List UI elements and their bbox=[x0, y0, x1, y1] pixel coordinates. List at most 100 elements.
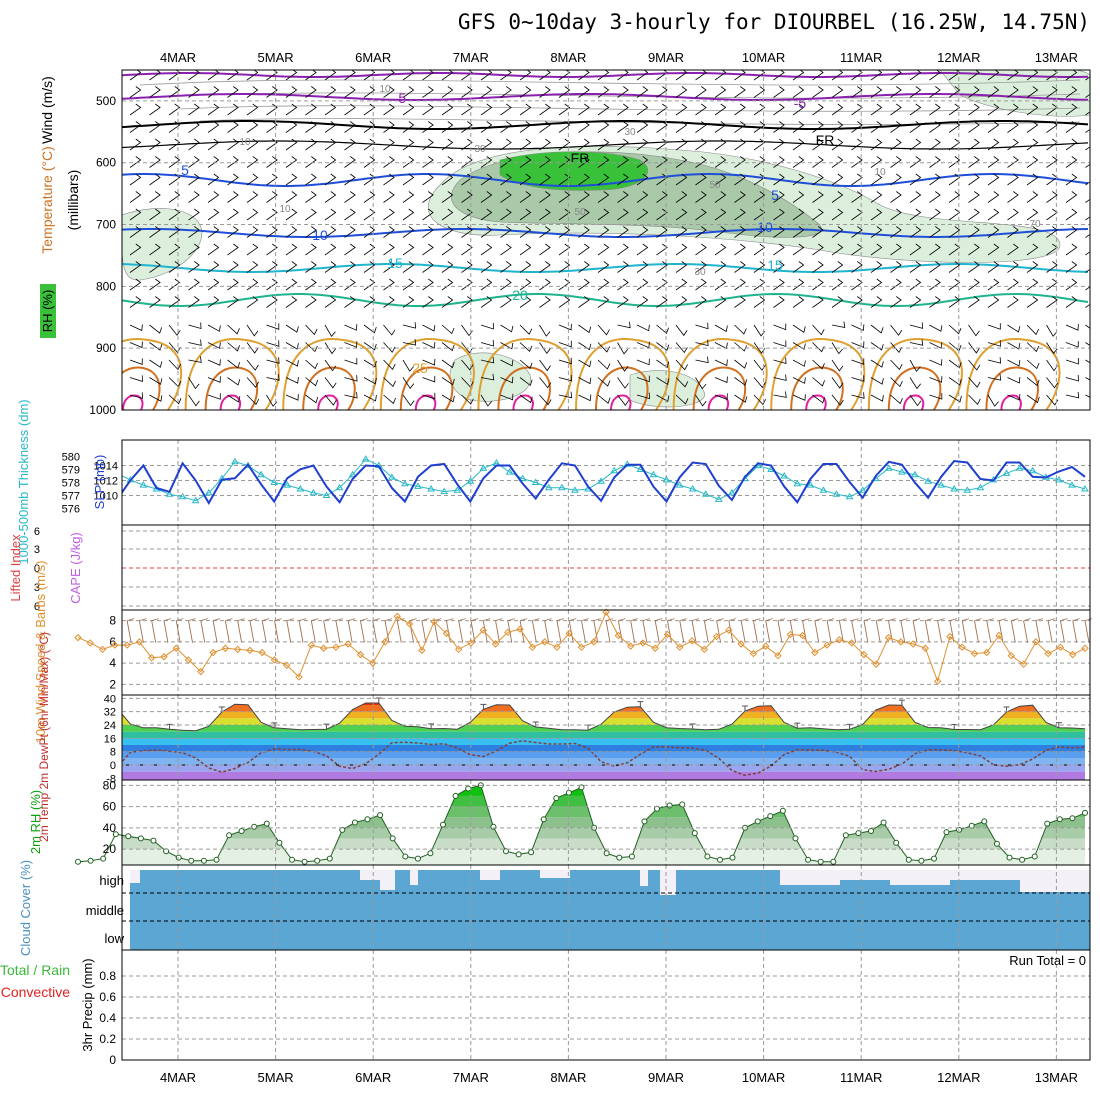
wind-barb bbox=[285, 226, 298, 238]
wind-barb bbox=[227, 394, 241, 403]
wind-barb bbox=[285, 261, 298, 273]
wind-barb bbox=[383, 103, 395, 116]
y-tick-label: 32 bbox=[104, 707, 116, 719]
wind-barb bbox=[851, 278, 863, 291]
wind-barb bbox=[578, 377, 592, 385]
temperature-band bbox=[122, 705, 1085, 712]
thickness-marker bbox=[1015, 464, 1024, 471]
wind-barb bbox=[656, 296, 668, 308]
wind-barb bbox=[383, 173, 395, 186]
wind-barb bbox=[1046, 138, 1058, 151]
temperature-contour-35 bbox=[317, 394, 339, 410]
wind-barb bbox=[1026, 394, 1040, 404]
wind-barb-10m bbox=[188, 618, 196, 643]
contour-label: 10 bbox=[874, 167, 886, 178]
wind-barb bbox=[461, 359, 474, 371]
wind-barb bbox=[227, 138, 239, 151]
wind-barb-10m bbox=[924, 618, 933, 643]
wind-barb bbox=[461, 208, 473, 221]
wind-barb-10m bbox=[667, 618, 675, 643]
y-tick-label: 40 bbox=[104, 693, 116, 705]
wind-barb-10m bbox=[974, 618, 982, 643]
wind-barb-10m bbox=[360, 618, 368, 643]
wind-barb bbox=[617, 138, 629, 151]
wind-barb bbox=[441, 324, 455, 335]
wind-barb bbox=[383, 342, 396, 353]
wind-barb bbox=[285, 324, 299, 333]
wind-barb bbox=[168, 226, 181, 238]
thickness-marker bbox=[270, 478, 279, 485]
wind-barb bbox=[656, 156, 668, 168]
wind-barb bbox=[792, 394, 806, 401]
wind-barb bbox=[441, 296, 454, 308]
wind-speed-marker bbox=[811, 648, 819, 657]
wind-barb bbox=[558, 296, 571, 308]
rh2m-marker bbox=[414, 855, 421, 862]
wind-barb-10m bbox=[1010, 618, 1019, 643]
wind-barb bbox=[168, 138, 181, 151]
wind-barb bbox=[734, 377, 748, 386]
wind-barb bbox=[188, 394, 200, 407]
wind-barb bbox=[597, 173, 610, 186]
wind-barb bbox=[461, 138, 473, 151]
wind-barb bbox=[168, 191, 181, 203]
wind-barb-10m bbox=[396, 618, 405, 643]
wind-barb bbox=[1046, 156, 1058, 168]
legend-convective: Convective bbox=[1, 984, 70, 1000]
rh2m-marker bbox=[641, 818, 648, 825]
wind-barb bbox=[851, 121, 863, 133]
wind-barb bbox=[792, 156, 805, 168]
wind-barb bbox=[1026, 324, 1040, 336]
wind-barb bbox=[597, 121, 610, 133]
wind-barb bbox=[1065, 261, 1078, 273]
wind-barb bbox=[324, 156, 337, 168]
wind-barb bbox=[246, 243, 259, 256]
wind-barb bbox=[636, 375, 650, 383]
wind-barb bbox=[890, 156, 902, 168]
wind-barb bbox=[831, 278, 844, 291]
wind-barb bbox=[441, 359, 455, 369]
wind-barb bbox=[773, 191, 785, 203]
wind-barb bbox=[1065, 278, 1078, 291]
wind-barb bbox=[207, 226, 220, 238]
wind-barb bbox=[734, 324, 747, 335]
x-tick-label-top: 6MAR bbox=[355, 50, 391, 65]
wind-barb bbox=[675, 173, 688, 186]
wind-barb-10m bbox=[298, 618, 307, 643]
wind-barb bbox=[305, 377, 319, 387]
rh2m-marker bbox=[868, 828, 874, 834]
wind-barb bbox=[1046, 103, 1058, 116]
wind-barb bbox=[870, 191, 883, 203]
wind-barb bbox=[266, 138, 278, 151]
wind-barb bbox=[870, 173, 883, 186]
temperature-contour-25 bbox=[477, 338, 573, 410]
wind-barb bbox=[948, 359, 962, 369]
wind-barb bbox=[324, 70, 337, 81]
wind-barb bbox=[500, 296, 512, 308]
wind-speed-marker bbox=[823, 641, 831, 649]
wind-barb bbox=[675, 324, 688, 337]
rh2m-marker bbox=[628, 853, 635, 860]
wind-barb bbox=[987, 340, 1001, 347]
temperature-contour-35 bbox=[805, 394, 827, 410]
temperature-contour-35 bbox=[122, 394, 144, 410]
wind-barb bbox=[851, 261, 863, 273]
wind-barb bbox=[363, 121, 376, 133]
wind-barb bbox=[636, 358, 650, 366]
rh2m-marker bbox=[704, 853, 711, 860]
thickness-marker bbox=[610, 466, 619, 474]
wind-barb-10m bbox=[642, 618, 651, 643]
wind-barb bbox=[324, 208, 337, 221]
wind-barb bbox=[461, 394, 474, 405]
wind-barb bbox=[812, 261, 824, 273]
wind-barb bbox=[929, 121, 941, 133]
wind-barb bbox=[188, 278, 200, 291]
wind-speed-marker bbox=[995, 631, 1003, 640]
wind-barb bbox=[1065, 138, 1078, 151]
thickness-marker bbox=[924, 477, 932, 484]
wind-barb bbox=[207, 278, 220, 291]
wind-barb bbox=[500, 156, 512, 168]
y-tick-label: 6 bbox=[34, 601, 40, 613]
wind-speed-marker bbox=[958, 643, 966, 651]
